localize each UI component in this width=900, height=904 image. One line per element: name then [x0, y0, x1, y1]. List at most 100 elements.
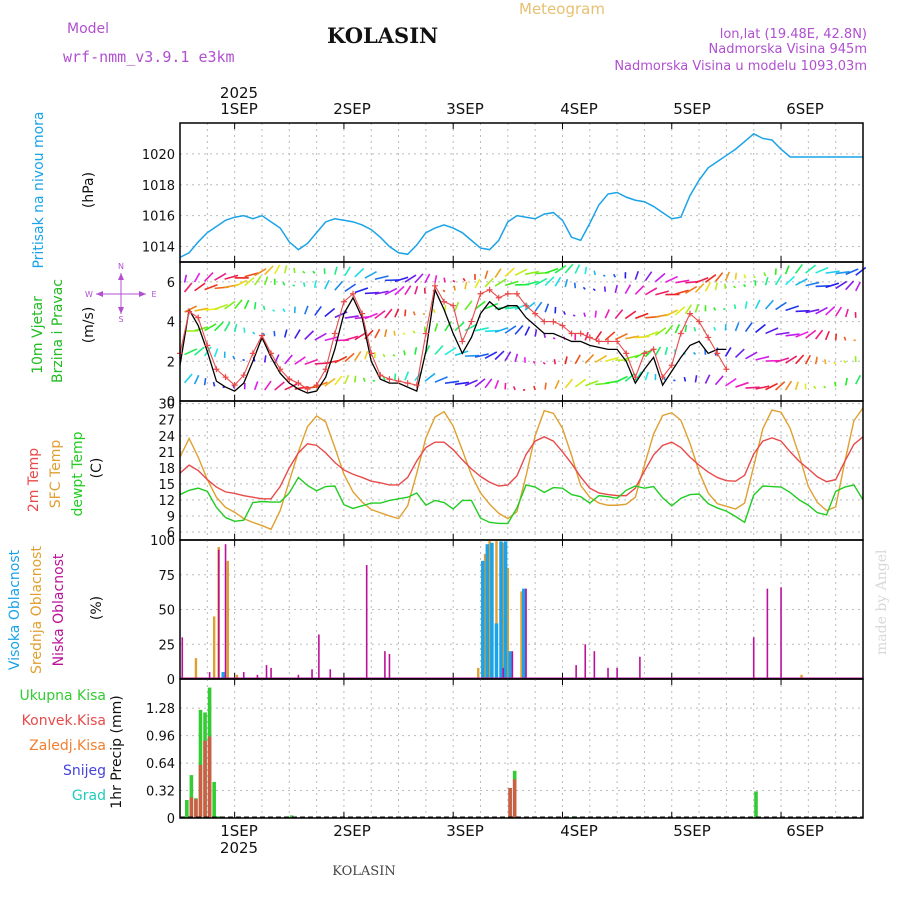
wind-direction-arrow [746, 301, 747, 308]
compass-n: N [118, 262, 124, 271]
wind-direction-arrow [485, 379, 492, 388]
wind-gust-marker [550, 319, 556, 325]
precip-convective-bar [513, 779, 517, 818]
y-tick-label: 15 [158, 478, 175, 493]
wind-direction-arrow [404, 350, 405, 355]
wind-direction-arrow [443, 290, 445, 291]
wind-direction-arrow [275, 355, 279, 364]
day-label-top: 3SEP [446, 100, 484, 118]
wind-direction-arrow [364, 378, 365, 382]
y-tick-label: 0.96 [146, 730, 175, 745]
wind-direction-arrow [786, 381, 792, 390]
cloud-low-bar [366, 565, 368, 679]
y-tick-label: 100 [150, 534, 175, 549]
wind-direction-arrow [303, 271, 305, 273]
wind-gust-marker [705, 334, 711, 340]
wind-direction-arrow [736, 322, 739, 330]
model-elevation-label: Nadmorska Visina u modelu 1093.03m [614, 59, 867, 74]
cloud-mid-bar [477, 668, 479, 679]
wind-direction-arrow [694, 327, 695, 331]
wind-direction-arrow [245, 300, 249, 309]
wind-direction-arrow [375, 329, 380, 338]
day-label-bottom: 5SEP [673, 822, 711, 840]
pressure-line [180, 134, 863, 258]
cloud-high-bar [495, 623, 499, 679]
wind-direction-arrow [385, 309, 392, 318]
wind-direction-arrow [835, 382, 836, 387]
temperature-frame [180, 401, 863, 540]
wind-direction-arrow [664, 377, 666, 380]
y-tick-label: 12 [158, 494, 175, 509]
wind-direction-arrow [355, 268, 364, 276]
wind-direction-arrow [205, 273, 213, 282]
wind-direction-arrow [836, 334, 837, 341]
day-label-top: 4SEP [560, 100, 598, 118]
wind-direction-arrow [235, 300, 242, 309]
wind-direction-arrow [605, 310, 609, 319]
cloud-low-bar [639, 657, 641, 679]
wind-direction-arrow [445, 348, 456, 355]
wind-direction-arrow [195, 347, 205, 355]
wind-direction-arrow [575, 379, 585, 387]
wind-direction-arrow [553, 338, 555, 339]
wind-direction-arrow [736, 349, 745, 357]
y-tick-label: 1018 [142, 179, 175, 194]
wind-direction-arrow [415, 274, 423, 283]
wind-direction-arrow [435, 275, 436, 282]
wind-direction-arrow [283, 309, 285, 312]
wind-direction-arrow [725, 272, 729, 281]
y-tick-label: 0 [167, 673, 175, 688]
cloud-high-bar [490, 543, 494, 679]
wind-direction-arrow [714, 327, 716, 330]
wind-direction-arrow [275, 382, 285, 390]
day-label-bottom: 3SEP [446, 822, 484, 840]
precip-legend-hail: Grad [72, 788, 106, 804]
cloud-low-bar [767, 589, 769, 679]
wind-direction-arrow [395, 286, 404, 294]
wind-direction-arrow [736, 383, 749, 388]
wind-direction-arrow [195, 273, 200, 282]
day-label-bottom: 1SEP [220, 822, 258, 840]
cloud-high-bar [508, 651, 512, 679]
wind-direction-arrow [413, 331, 415, 333]
wind-direction-arrow [435, 323, 437, 331]
y-tick-label: 1020 [142, 148, 175, 163]
cloud-low-bar [780, 587, 782, 679]
precip-total-bar [754, 791, 758, 818]
cloud-low-bar [384, 651, 386, 679]
wind-direction-arrow [265, 277, 268, 285]
cloud-low-bar [575, 665, 577, 679]
wind-unit: (m/s) [81, 307, 97, 344]
wind-gust-marker [478, 291, 484, 297]
wind-direction-arrow [694, 352, 696, 354]
wind-gust-marker [450, 303, 456, 309]
wind-gust-marker [405, 380, 411, 386]
wind-direction-arrow [684, 377, 685, 381]
wind-direction-arrow [235, 324, 237, 332]
wind-gust-marker [505, 291, 511, 297]
wind-direction-arrow [594, 271, 595, 275]
wind-direction-arrow [305, 306, 308, 314]
wind-direction-arrow [856, 375, 861, 384]
y-tick-label: 75 [158, 569, 175, 584]
wind-direction-arrow [205, 378, 206, 385]
cloud-low-bar [502, 668, 504, 679]
y-tick-label: 0 [167, 812, 175, 827]
day-label-bottom: 2SEP [333, 822, 371, 840]
wind-direction-arrow [185, 374, 193, 383]
wind-direction-arrow [434, 309, 435, 313]
wind-direction-arrow [283, 282, 285, 285]
wind-direction-arrow [734, 304, 735, 309]
wind-gust-marker [386, 376, 392, 382]
precip-convective-bar [508, 788, 512, 818]
wind-direction-arrow [244, 328, 245, 333]
wind-direction-arrow [695, 304, 698, 312]
wind-direction-arrow [734, 286, 736, 288]
wind-direction-arrow [405, 310, 406, 317]
wind-direction-arrow [505, 326, 516, 333]
time-axis-top: 2025 1SEP 2SEP 3SEP 4SEP 5SEP 6SEP [220, 84, 824, 118]
wind-direction-arrow [605, 287, 606, 292]
wind-direction-arrow [846, 309, 848, 317]
precip-legend-frz: Zaledj.Kisa [29, 738, 106, 754]
